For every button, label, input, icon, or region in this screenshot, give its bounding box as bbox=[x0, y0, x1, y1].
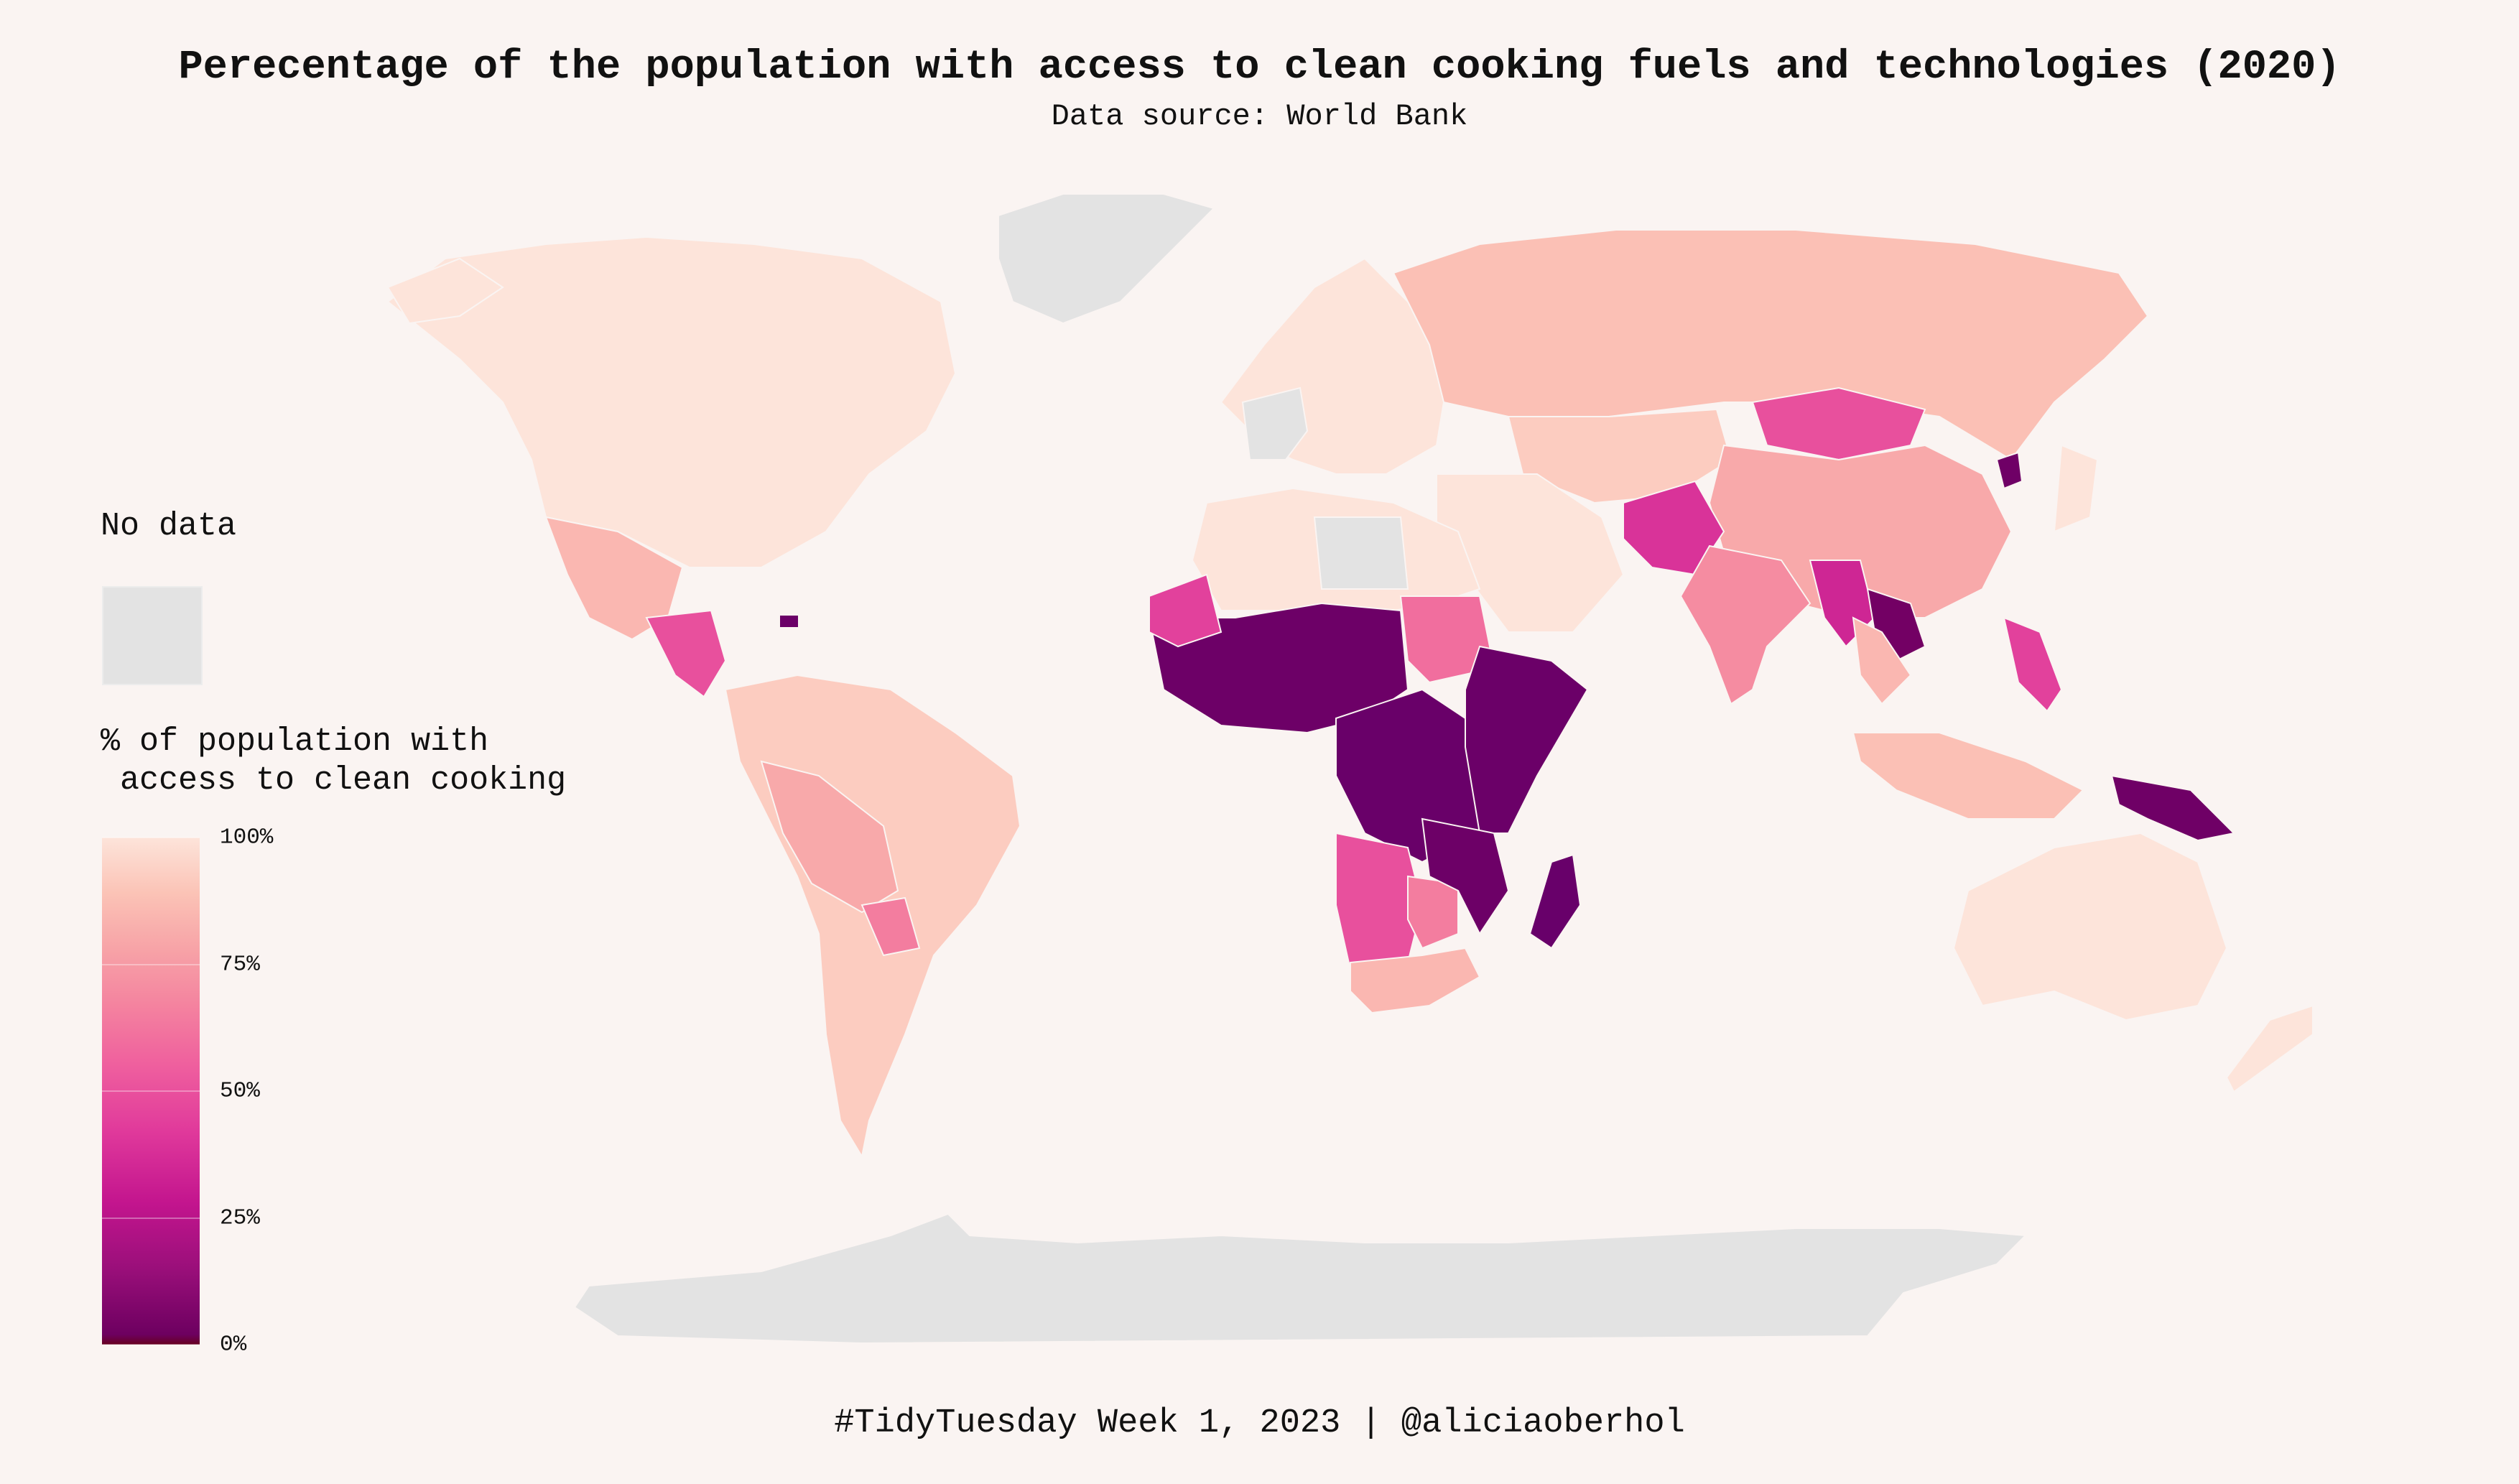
region-papua-new-guinea bbox=[2110, 774, 2236, 842]
region-north-america bbox=[386, 236, 957, 568]
region-senegal-and-mauritania bbox=[1149, 573, 1223, 648]
legend-tick-label: 25% bbox=[220, 1205, 260, 1230]
region-japan bbox=[2053, 444, 2099, 533]
caption: #TidyTuesday Week 1, 2023 | @aliciaoberh… bbox=[834, 1404, 1685, 1442]
legend-tick-mark bbox=[102, 837, 200, 838]
region-indonesia-and-malaysia bbox=[1852, 732, 2084, 820]
legend-tick-mark bbox=[102, 963, 200, 965]
legend-color-ramp bbox=[102, 838, 200, 1345]
region-madagascar bbox=[1528, 853, 1582, 950]
region-france-and-iberia bbox=[1241, 386, 1309, 460]
legend-tick-label: 75% bbox=[220, 952, 260, 977]
region-central-america bbox=[645, 609, 727, 698]
legend-tick-mark bbox=[102, 1344, 200, 1345]
region-india bbox=[1679, 544, 1811, 705]
region-alaska bbox=[386, 257, 504, 325]
region-haiti bbox=[779, 614, 799, 629]
map-subtitle: Data source: World Bank bbox=[1051, 99, 1468, 134]
region-southern-africa bbox=[1350, 947, 1481, 1014]
legend-tick-label: 50% bbox=[220, 1078, 260, 1104]
legend-tick-mark bbox=[102, 1090, 200, 1092]
region-philippines bbox=[2003, 616, 2063, 713]
region-mexico bbox=[544, 516, 684, 641]
legend-scale-title: % of population with access to clean coo… bbox=[101, 723, 567, 799]
region-laos-and-cambodia bbox=[1866, 588, 1926, 662]
legend-nodata-swatch bbox=[102, 586, 203, 685]
region-russia bbox=[1392, 229, 2149, 461]
legend-nodata-label: No data bbox=[101, 508, 237, 544]
region-vietnam-and-thailand bbox=[1852, 616, 1912, 705]
map-title: Perecentage of the population with acces… bbox=[178, 45, 2341, 91]
region-east-africa bbox=[1465, 645, 1589, 834]
region-antarctica bbox=[573, 1212, 2028, 1345]
region-australia bbox=[1952, 832, 2228, 1021]
legend-tick-label: 100% bbox=[220, 825, 274, 850]
region-mozambique-and-zambia bbox=[1421, 817, 1510, 935]
legend-tick-mark bbox=[102, 1217, 200, 1219]
region-new-zealand bbox=[2225, 1004, 2314, 1093]
region-paraguay bbox=[860, 896, 921, 957]
region-north-korea bbox=[1995, 451, 2023, 490]
legend-tick-label: 0% bbox=[220, 1332, 247, 1358]
region-sudan bbox=[1399, 595, 1495, 684]
region-libya bbox=[1313, 516, 1409, 590]
region-mongolia bbox=[1751, 386, 1926, 461]
region-greenland bbox=[998, 193, 1215, 325]
